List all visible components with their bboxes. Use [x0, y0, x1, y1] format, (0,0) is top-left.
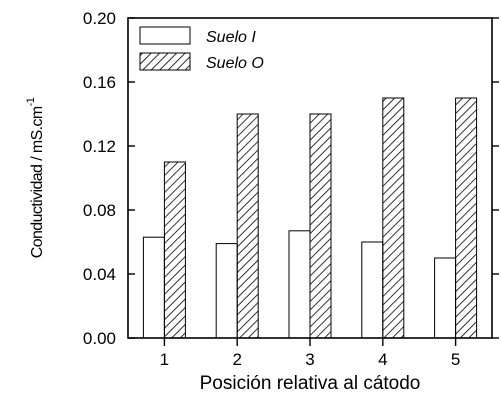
- x-tick-label: 1: [160, 350, 169, 369]
- y-tick-label: 0.08: [83, 201, 116, 220]
- x-axis: 1 2 3 4 5: [160, 338, 460, 369]
- bar-suelo-i-2: [215, 243, 238, 339]
- bar-suelo-o-5: [455, 97, 478, 339]
- y-tick-label: 0.16: [83, 73, 116, 92]
- y-axis-title-main: Conductividad / mS.cm: [29, 106, 46, 258]
- bar-suelo-o-2: [236, 113, 259, 339]
- bar-suelo-i-4: [361, 241, 384, 339]
- y-axis-title-superscript: -1: [25, 97, 37, 106]
- y-tick-label: 0.00: [83, 329, 116, 348]
- legend-swatch-suelo-i: [139, 26, 191, 45]
- legend-label-suelo-o: Suelo O: [206, 55, 264, 72]
- y-tick-label: 0.20: [83, 9, 116, 28]
- bar-suelo-o-1: [163, 161, 186, 339]
- bar-suelo-i-1: [142, 236, 165, 339]
- x-axis-title: Posición relativa al cátodo: [200, 373, 421, 394]
- legend: Suelo I Suelo O: [139, 26, 264, 72]
- plot-area: [142, 97, 478, 339]
- x-tick-label: 4: [378, 350, 387, 369]
- y-tick-label: 0.12: [83, 137, 116, 156]
- bar-suelo-o-3: [309, 113, 332, 339]
- y-axis: 0.00 0.04 0.08 0.12 0.16 0.20: [83, 9, 499, 348]
- y-axis-title: Conductividad / mS.cm-1: [25, 97, 46, 258]
- x-tick-label: 5: [451, 350, 460, 369]
- x-tick-label: 3: [305, 350, 314, 369]
- bar-suelo-o-4: [382, 97, 405, 339]
- bar-suelo-i-5: [434, 257, 457, 339]
- bar-suelo-i-3: [288, 230, 311, 339]
- y-tick-label: 0.04: [83, 265, 116, 284]
- x-tick-label: 2: [232, 350, 241, 369]
- legend-swatch-suelo-o: [139, 52, 191, 71]
- legend-label-suelo-i: Suelo I: [206, 29, 256, 46]
